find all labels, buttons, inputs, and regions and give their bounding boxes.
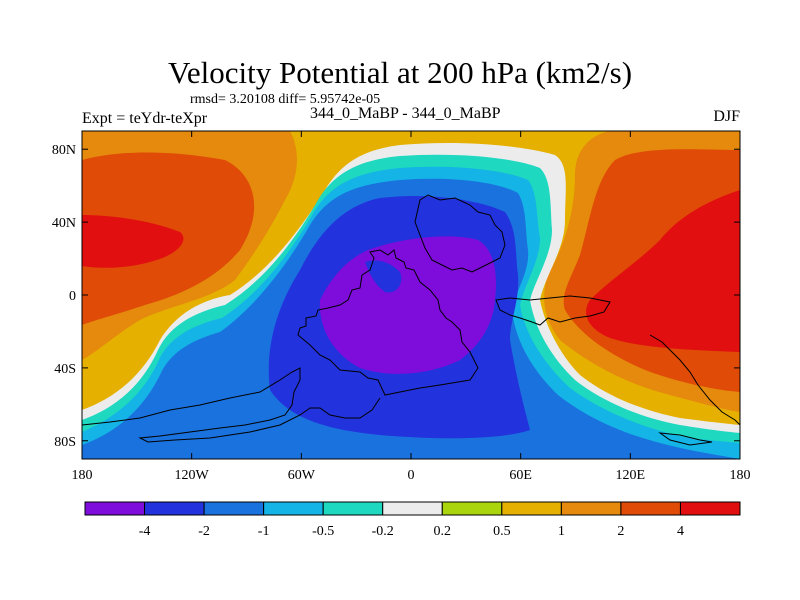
colorbar-swatch [322,501,384,516]
colorbar-label: 2 [617,524,624,539]
colorbar-label: -0.5 [312,524,334,539]
colorbar-swatch [203,501,265,516]
colorbar-label: 0.2 [434,524,452,539]
y-tick-label: 80S [54,435,76,450]
field-level-4-east [586,190,740,352]
colorbar-label: 1 [558,524,565,539]
colorbar-label: 0.5 [493,524,511,539]
colorbar-swatch [620,501,681,516]
field-level-4-west [82,215,184,268]
coastline-africa [495,295,611,326]
colorbar-label: -1 [258,524,270,539]
field-level-m2-intrusion [365,260,402,293]
x-tick-label: 0 [408,468,415,483]
x-tick-label: 60W [288,468,316,483]
contour-field [82,131,740,459]
colorbar-label: -0.2 [372,524,394,539]
y-tick-label: 40N [52,216,76,231]
x-tick-label: 120W [175,468,210,483]
experiment-label: Expt = teYdr-teXpr [82,110,208,127]
colorbar-swatch [441,501,503,516]
colorbar-swatch [501,501,562,516]
colorbar-label: 4 [677,524,684,539]
stats-line: rmsd= 3.20108 diff= 5.95742e-05 [190,92,381,107]
chart-title: Velocity Potential at 200 hPa (km2/s) [167,55,633,90]
season-label: DJF [713,108,740,125]
colorbar-label: -4 [139,524,151,539]
colorbar-swatch [84,501,146,516]
coastline-north-america [414,194,506,273]
colorbar-swatch [679,501,741,516]
x-axis: 180 120W 60W 0 60E 120E 180 [72,131,751,483]
colorbar-swatch [560,501,622,516]
colorbar: -4 -2 -1 -0.5 -0.2 0.2 0.5 1 2 4 [84,501,741,539]
x-tick-label: 180 [72,468,93,483]
x-tick-label: 120E [616,468,646,483]
colorbar-swatch [382,501,443,516]
colorbar-label: -2 [198,524,210,539]
y-tick-label: 80N [52,143,76,158]
case-label: 344_0_MaBP - 344_0_MaBP [310,105,501,122]
coastline-antarctica [82,367,381,443]
x-tick-label: 180 [730,468,751,483]
colorbar-swatch [144,501,205,516]
y-tick-label: 0 [69,289,76,304]
coastline-southern-islands [658,432,713,446]
colorbar-swatch [263,501,324,516]
y-tick-label: 40S [54,362,76,377]
coastline-americas [297,249,479,396]
field-level-m4 [319,236,497,374]
y-axis: 80N 40N 0 40S 80S [52,143,740,450]
coastlines [82,194,740,446]
x-tick-label: 60E [509,468,532,483]
coastline-australia [649,334,740,426]
